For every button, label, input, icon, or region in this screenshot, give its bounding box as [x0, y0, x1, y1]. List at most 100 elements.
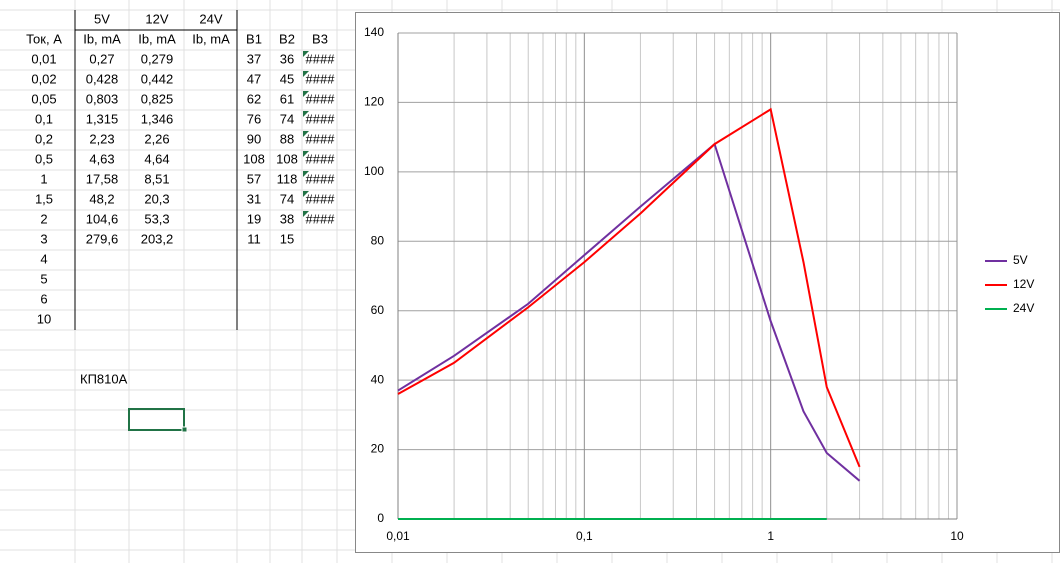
- cell: 62: [247, 91, 261, 106]
- cell: 61: [280, 91, 294, 106]
- cell: 0,825: [141, 91, 174, 106]
- header-cell: 5V: [94, 11, 110, 26]
- cell: 108: [276, 151, 298, 166]
- cell: 10: [37, 311, 51, 326]
- cell: 0,27: [89, 51, 114, 66]
- cell: 1,315: [86, 111, 119, 126]
- cell: 0,05: [31, 91, 56, 106]
- cell: 6: [40, 291, 47, 306]
- header-cell: Ib, mA: [192, 31, 230, 46]
- cell: 108: [243, 151, 265, 166]
- error-indicator: [303, 91, 309, 97]
- error-indicator: [303, 111, 309, 117]
- legend-label: 24V: [1013, 301, 1034, 315]
- cell: ####: [306, 131, 336, 146]
- error-indicator: [303, 131, 309, 137]
- cell: ####: [306, 151, 336, 166]
- y-tick-label: 20: [371, 442, 385, 456]
- cell: 76: [247, 111, 261, 126]
- x-tick-label: 1: [767, 529, 774, 543]
- cell: 90: [247, 131, 261, 146]
- cell: 17,58: [86, 171, 119, 186]
- cell: 74: [280, 191, 294, 206]
- cell: 1,346: [141, 111, 174, 126]
- y-tick-label: 120: [364, 95, 384, 109]
- cell: ####: [306, 91, 336, 106]
- cell: 2,23: [89, 131, 114, 146]
- cell: 203,2: [141, 231, 174, 246]
- header-cell: Ib, mA: [83, 31, 121, 46]
- cell: ####: [306, 111, 336, 126]
- cell: 53,3: [144, 211, 169, 226]
- fill-handle[interactable]: [181, 426, 188, 433]
- cell: ####: [306, 51, 336, 66]
- error-indicator: [303, 191, 309, 197]
- series-line: [397, 107, 861, 468]
- cell: 47: [247, 71, 261, 86]
- cell: 15: [280, 231, 294, 246]
- error-indicator: [303, 211, 309, 217]
- error-indicator: [303, 71, 309, 77]
- y-tick-label: 100: [364, 164, 384, 178]
- cell: ####: [306, 71, 336, 86]
- cell: ####: [306, 171, 336, 186]
- cell: 20,3: [144, 191, 169, 206]
- cell: ####: [306, 211, 336, 226]
- cell: 0,442: [141, 71, 174, 86]
- cell: 1: [40, 171, 47, 186]
- cell: 0,279: [141, 51, 174, 66]
- error-indicator: [303, 151, 309, 157]
- cell: 279,6: [86, 231, 119, 246]
- cell: 0,5: [35, 151, 53, 166]
- cell: 36: [280, 51, 294, 66]
- header-cell: B3: [312, 31, 328, 46]
- cell: 0,01: [31, 51, 56, 66]
- cell: 0,428: [86, 71, 119, 86]
- y-tick-label: 60: [371, 303, 385, 317]
- cell: 2: [40, 211, 47, 226]
- cell: 2,26: [144, 131, 169, 146]
- cell: 0,2: [35, 131, 53, 146]
- cell: 104,6: [86, 211, 119, 226]
- cell: 31: [247, 191, 261, 206]
- error-indicator: [303, 171, 309, 177]
- header-cell: Ток, А: [26, 31, 62, 46]
- selected-cell[interactable]: [128, 408, 185, 431]
- y-tick-label: 140: [364, 25, 384, 39]
- header-cell: B1: [246, 31, 262, 46]
- cell: 4: [40, 251, 47, 266]
- chart-area[interactable]: [355, 12, 1060, 553]
- x-tick-label: 10: [950, 529, 964, 543]
- cell: 19: [247, 211, 261, 226]
- x-tick-label: 0,01: [386, 529, 410, 543]
- cell: 38: [280, 211, 294, 226]
- cell: 37: [247, 51, 261, 66]
- cell: 0,02: [31, 71, 56, 86]
- header-cell: Ib, mA: [138, 31, 176, 46]
- header-cell: 24V: [199, 11, 222, 26]
- y-tick-label: 0: [377, 511, 384, 525]
- cell: 57: [247, 171, 261, 186]
- cell: 0,1: [35, 111, 53, 126]
- cell: 45: [280, 71, 294, 86]
- y-tick-label: 80: [371, 233, 385, 247]
- cell: 0,803: [86, 91, 119, 106]
- cell: 8,51: [144, 171, 169, 186]
- error-indicator: [303, 51, 309, 57]
- cell: 48,2: [89, 191, 114, 206]
- header-cell: B2: [279, 31, 295, 46]
- cell: 11: [247, 231, 261, 246]
- cell: 4,64: [144, 151, 169, 166]
- legend-label: 5V: [1013, 253, 1028, 267]
- cell: 118: [277, 171, 298, 186]
- cell: ####: [306, 191, 336, 206]
- cell: 4,63: [89, 151, 114, 166]
- x-tick-label: 0,1: [576, 529, 593, 543]
- header-cell: 12V: [145, 11, 168, 26]
- cell: 74: [280, 111, 294, 126]
- label-cell: КП810А: [80, 371, 128, 386]
- cell: 3: [40, 231, 47, 246]
- cell: 5: [40, 271, 47, 286]
- y-tick-label: 40: [371, 372, 385, 386]
